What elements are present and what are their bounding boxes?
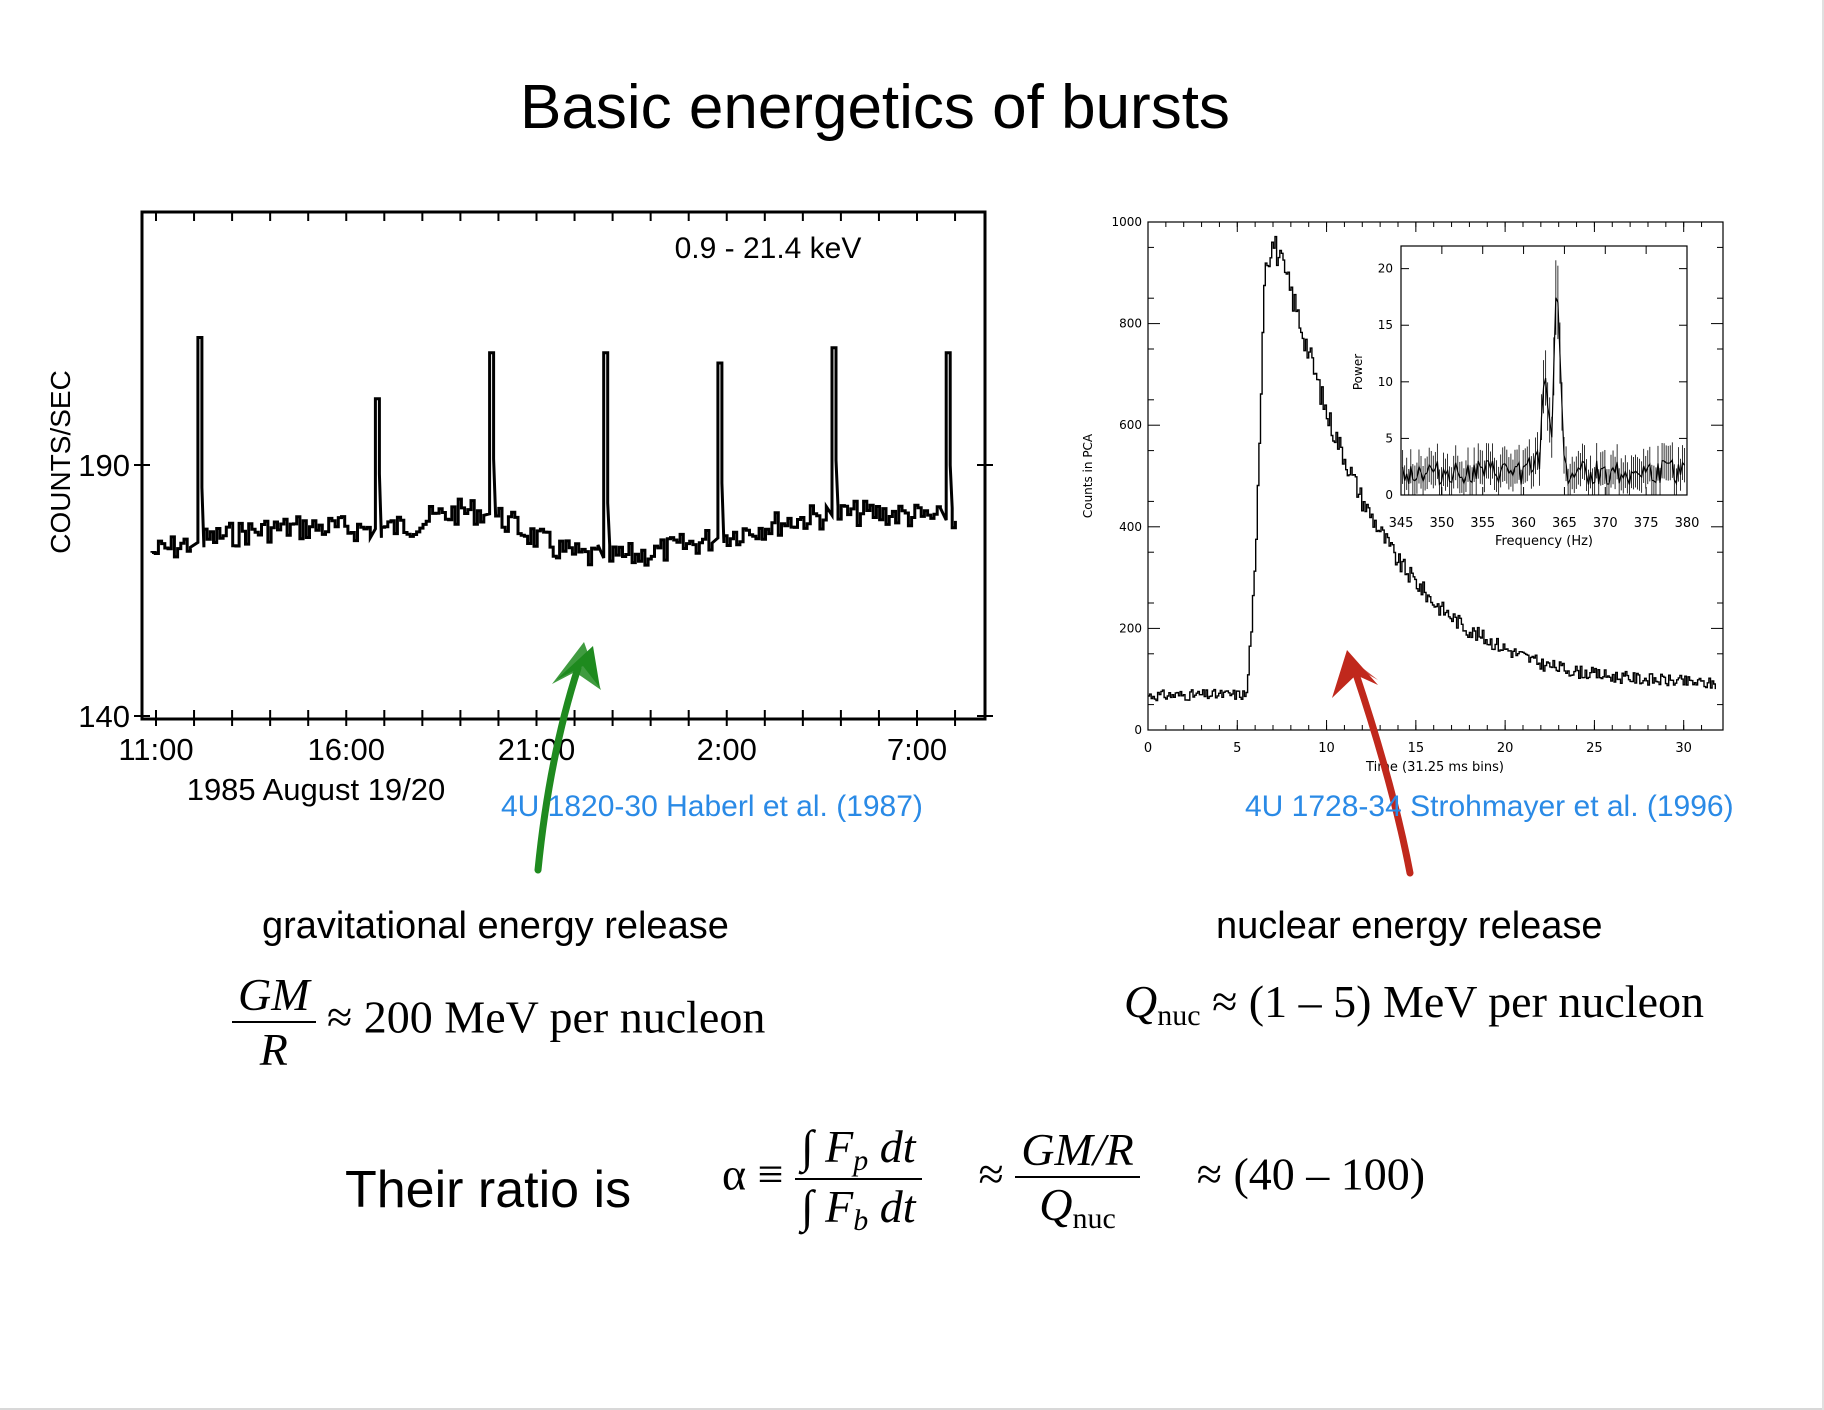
left-x-axis-label: 1985 August 19/20 xyxy=(187,772,446,807)
left-x-tick-label: 7:00 xyxy=(887,732,947,767)
right-y-tick-label: 0 xyxy=(1134,723,1142,737)
right-x-tick-label: 20 xyxy=(1497,741,1514,756)
right-x-tick-label: 25 xyxy=(1586,741,1603,756)
r-denominator: R xyxy=(259,1024,288,1075)
slide-bottom-edge xyxy=(0,1408,1824,1410)
right-y-tick-label: 800 xyxy=(1119,317,1142,331)
left-x-tick-label: 11:00 xyxy=(118,732,193,767)
right-x-tick-label: 0 xyxy=(1144,741,1152,756)
gmr-numerator: GM/R xyxy=(1015,1123,1140,1178)
green-arrow xyxy=(534,642,601,874)
inset-y-tick-label: 20 xyxy=(1378,262,1393,276)
right-y-axis-label: Counts in PCA xyxy=(1081,433,1095,518)
int-den-post: dt xyxy=(868,1181,916,1232)
right-chart-caption: 4U 1728-34 Strohmayer et al. (1996) xyxy=(1245,790,1734,823)
left-y-tick-label: 190 xyxy=(78,448,130,483)
left-chart-caption: 4U 1820-30 Haberl et al. (1987) xyxy=(501,790,923,823)
inset-y-tick-label: 15 xyxy=(1378,318,1393,332)
int-den-sub: b xyxy=(853,1204,869,1237)
inset-power-spectrum-series xyxy=(1402,297,1685,487)
int-num-pre: ∫ F xyxy=(801,1121,854,1172)
approx-sign-1: ≈ xyxy=(978,1148,1004,1200)
int-num-post: dt xyxy=(868,1121,916,1172)
right-burst-series xyxy=(1148,235,1716,702)
right-plot-frame xyxy=(1147,221,1724,731)
gm-over-r-fraction: GM R xyxy=(232,968,316,1076)
gravitational-value: ≈ 200 MeV per nucleon xyxy=(327,991,766,1043)
red-arrow xyxy=(1332,650,1414,877)
inset-y-axis-label: Power xyxy=(1351,354,1365,390)
inset-x-tick-label: 355 xyxy=(1470,516,1495,531)
inset-x-tick-label: 360 xyxy=(1511,516,1536,531)
inset-x-tick-label: 345 xyxy=(1389,516,1414,531)
gravitational-equation: GM R ≈ 200 MeV per nucleon xyxy=(232,968,765,1076)
q-subscript: nuc xyxy=(1157,999,1201,1032)
int-num-sub: p xyxy=(853,1144,869,1177)
left-light-curve-series xyxy=(150,336,957,567)
right-x-tick-label: 5 xyxy=(1233,741,1241,756)
alpha-definition: α ≡ xyxy=(722,1148,784,1200)
right-y-tick-label: 600 xyxy=(1119,418,1142,432)
fluence-denominator: ∫ Fb dt xyxy=(795,1180,921,1238)
inset-y-tick-label: 0 xyxy=(1385,488,1393,502)
gravitational-label: gravitational energy release xyxy=(262,905,729,947)
inset-y-tick-label: 5 xyxy=(1385,431,1393,445)
inset-x-tick-label: 350 xyxy=(1429,516,1454,531)
left-x-tick-label: 2:00 xyxy=(697,732,757,767)
fluence-numerator: ∫ Fp dt xyxy=(795,1120,922,1180)
right-y-tick-label: 200 xyxy=(1119,621,1142,635)
inset-x-tick-label: 370 xyxy=(1593,516,1618,531)
int-den-pre: ∫ F xyxy=(801,1181,854,1232)
q-symbol: Q xyxy=(1124,976,1158,1027)
right-x-tick-label: 10 xyxy=(1318,741,1335,756)
ratio-value: ≈ (40 – 100) xyxy=(1196,1148,1426,1200)
left-chart-annotation: 0.9 - 21.4 keV xyxy=(675,232,862,265)
qnuc-q: Q xyxy=(1039,1178,1073,1230)
gmr-over-qnuc-fraction: GM/R Qnuc xyxy=(1015,1123,1140,1236)
fluence-ratio-fraction: ∫ Fp dt ∫ Fb dt xyxy=(795,1120,922,1238)
nuclear-equation: Qnuc ≈ (1 – 5) MeV per nucleon xyxy=(1124,975,1704,1033)
left-y-axis-label: COUNTS/SEC xyxy=(45,370,76,554)
inset-y-tick-label: 10 xyxy=(1378,375,1393,389)
right-y-tick-label: 400 xyxy=(1119,520,1142,534)
qnuc-denominator: Qnuc xyxy=(1015,1178,1139,1236)
left-y-tick-label: 140 xyxy=(78,699,130,734)
right-x-tick-label: 15 xyxy=(1408,741,1425,756)
right-x-tick-label: 30 xyxy=(1675,741,1692,756)
inset-plot-frame xyxy=(1400,245,1688,496)
inset-x-tick-label: 365 xyxy=(1552,516,1577,531)
nuclear-label: nuclear energy release xyxy=(1216,905,1603,947)
inset-x-tick-label: 380 xyxy=(1675,516,1700,531)
slide-title: Basic energetics of bursts xyxy=(520,73,1230,142)
ratio-equation: α ≡ ∫ Fp dt ∫ Fb dt ≈ GM/R Qnuc ≈ (40 – … xyxy=(722,1120,1425,1238)
right-y-tick-label: 1000 xyxy=(1111,215,1142,229)
inset-x-tick-label: 375 xyxy=(1634,516,1659,531)
slide-right-edge xyxy=(1822,0,1824,1410)
qnuc-sub: nuc xyxy=(1072,1201,1116,1235)
left-x-tick-label: 16:00 xyxy=(307,732,385,767)
gm-numerator: GM xyxy=(232,968,316,1023)
inset-x-axis-label: Frequency (Hz) xyxy=(1495,534,1593,549)
ratio-lead-text: Their ratio is xyxy=(345,1161,632,1219)
nuclear-value: ≈ (1 – 5) MeV per nucleon xyxy=(1212,976,1705,1027)
right-x-axis-label: Time (31.25 ms bins) xyxy=(1365,760,1504,775)
